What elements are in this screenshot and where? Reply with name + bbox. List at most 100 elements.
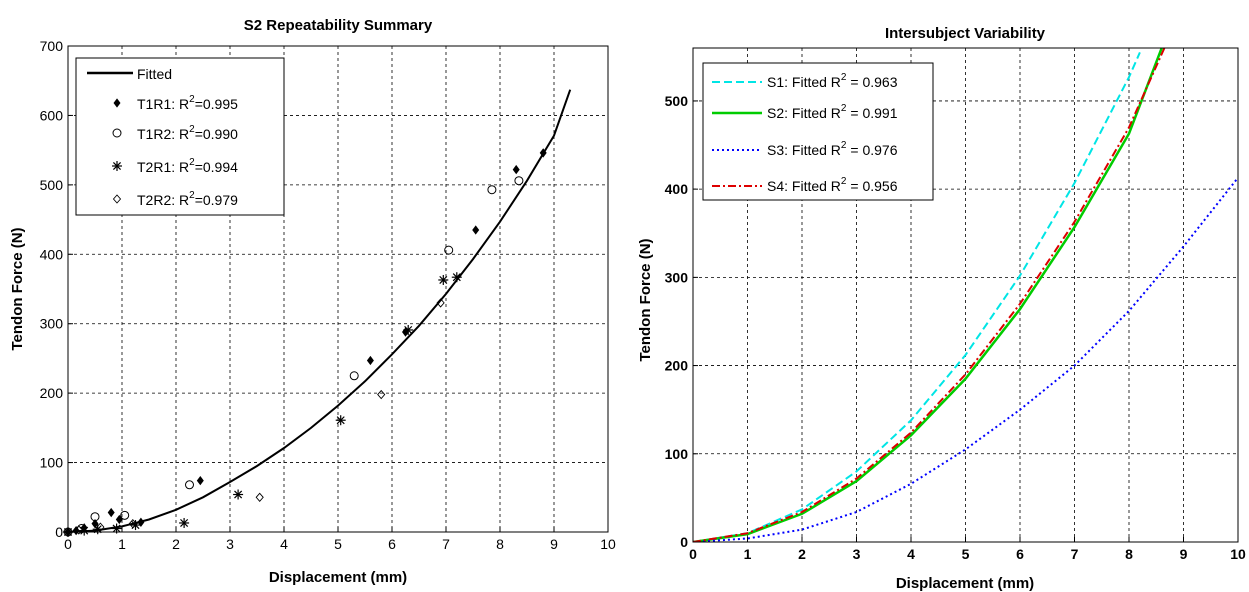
s2-curve (693, 48, 1163, 542)
t1r2-point (349, 371, 359, 381)
left-xtick-label: 0 (64, 536, 72, 552)
legend-t1r2-label: T1R2: R2=0.990 (137, 124, 238, 142)
t2r2-point (377, 389, 386, 400)
right-series-lines (693, 48, 1238, 542)
legend-t2r2-label: T2R2: R2=0.979 (137, 190, 238, 208)
left-ytick-label: 700 (40, 38, 64, 54)
right-xtick-label: 5 (962, 546, 970, 562)
legend-s4-label: S4: Fitted R2 = 0.956 (767, 176, 898, 194)
t1r1-point (107, 507, 115, 518)
t2r1-point (179, 517, 190, 528)
t2r2-point (63, 527, 73, 537)
left-xtick-label: 2 (172, 536, 180, 552)
fitted-curve-line (67, 89, 572, 533)
t1r1-point (196, 475, 204, 486)
t2r2-point (74, 525, 83, 535)
right-legend: S1: Fitted R2 = 0.963 S2: Fitted R2 = 0.… (702, 62, 934, 201)
legend-fitted-label: Fitted (137, 66, 172, 82)
left-xtick-label: 9 (550, 536, 558, 552)
legend-t1r2-symbol (112, 128, 122, 138)
left-ytick-label: 100 (40, 455, 64, 471)
left-data-points (63, 148, 547, 537)
right-chart: Intersubject Variability 0 1 2 3 4 5 6 7 8 9 10010… (637, 25, 1246, 592)
left-fitted-curve (67, 89, 572, 533)
legend-t1r1-symbol (113, 98, 121, 108)
right-y-axis-label: Tendon Force (N) (637, 238, 654, 361)
s1-curve (693, 51, 1141, 542)
t1r1-point (539, 148, 547, 158)
right-xtick-label: 10 (1230, 546, 1246, 562)
right-grid (693, 48, 1238, 542)
right-legend-box (702, 62, 934, 201)
t1r1-point (137, 517, 145, 527)
left-xtick-label: 4 (280, 536, 288, 552)
t1r2-point (444, 245, 454, 255)
left-y-axis-label: Tendon Force (N) (9, 227, 26, 350)
left-ytick-label: 200 (40, 385, 64, 401)
t2r1-point (79, 525, 90, 536)
left-xtick-label: 6 (388, 536, 396, 552)
right-xtick-label: 2 (798, 546, 806, 562)
t2r1-point (438, 274, 449, 285)
t1r1-point (512, 164, 520, 175)
right-xtick-label: 6 (1016, 546, 1024, 562)
t2r2-point (96, 522, 105, 532)
t1r2-point (487, 185, 497, 195)
left-xtick-label: 1 (118, 536, 126, 552)
t1r2-point (185, 480, 194, 490)
left-xtick-label: 7 (442, 536, 450, 552)
legend-t1r1-marker (113, 98, 121, 108)
right-chart-title: Intersubject Variability (885, 25, 1046, 42)
t2r2-point (255, 492, 264, 502)
legend-t2r2-marker (112, 194, 122, 204)
left-xtick-label: 8 (496, 536, 504, 552)
left-ytick-label: 300 (40, 316, 64, 332)
left-ytick-label: 600 (40, 107, 64, 123)
left-ytick-label: 400 (40, 246, 64, 262)
t2r1-point (233, 489, 244, 500)
left-x-axis-label: Displacement (mm) (269, 569, 407, 586)
t1r1-point (472, 225, 480, 235)
legend-t2r1-marker (112, 161, 122, 171)
left-ytick-label: 0 (55, 524, 63, 540)
right-legend-lines (712, 81, 762, 187)
legend-t2r1-symbol (112, 161, 122, 171)
right-ytick-label: 300 (665, 269, 689, 285)
legend-s2-label: S2: Fitted R2 = 0.991 (767, 103, 898, 121)
s4-curve (693, 48, 1166, 542)
t1r2-point (120, 510, 130, 520)
right-xtick-label: 8 (1125, 546, 1133, 562)
t2r1-point (451, 272, 462, 283)
t1r2-point (90, 512, 100, 522)
legend-s3-label: S3: Fitted R2 = 0.976 (767, 140, 898, 158)
right-ytick-label: 0 (680, 534, 688, 550)
right-xtick-label: 3 (853, 546, 861, 562)
right-xtick-label: 4 (907, 546, 915, 562)
left-chart: S2 Repeatability Summary 0 1 2 3 4 5 6 7 8 9 10010… (9, 17, 616, 586)
t2r1-point (403, 324, 414, 335)
left-legend-box (75, 57, 285, 216)
right-xtick-label: 0 (689, 546, 697, 562)
legend-t1r2-marker (112, 128, 122, 138)
t1r2-point (514, 176, 524, 186)
s3-curve (693, 177, 1238, 542)
left-xtick-label: 3 (226, 536, 234, 552)
legend-t1r1-label: T1R1: R2=0.995 (137, 94, 238, 112)
left-ytick-label: 500 (40, 177, 64, 193)
left-chart-title: S2 Repeatability Summary (244, 17, 433, 34)
right-x-axis-label: Displacement (mm) (896, 575, 1034, 592)
left-xtick-label: 5 (334, 536, 342, 552)
left-legend: Fitted T1R1: R2=0.995 T1R2: R2=0.990 T2R… (75, 57, 285, 216)
right-plot-frame (692, 47, 1239, 543)
left-xtick-label: 10 (600, 536, 616, 552)
right-xtick-label: 9 (1180, 546, 1188, 562)
right-ytick-label: 100 (665, 446, 689, 462)
left-plot-frame (67, 45, 609, 533)
right-ytick-label: 200 (665, 358, 689, 374)
t1r1-point (366, 355, 374, 366)
t2r2-point (436, 298, 445, 308)
right-xtick-label: 7 (1071, 546, 1079, 562)
legend-s1-label: S1: Fitted R2 = 0.963 (767, 72, 898, 90)
